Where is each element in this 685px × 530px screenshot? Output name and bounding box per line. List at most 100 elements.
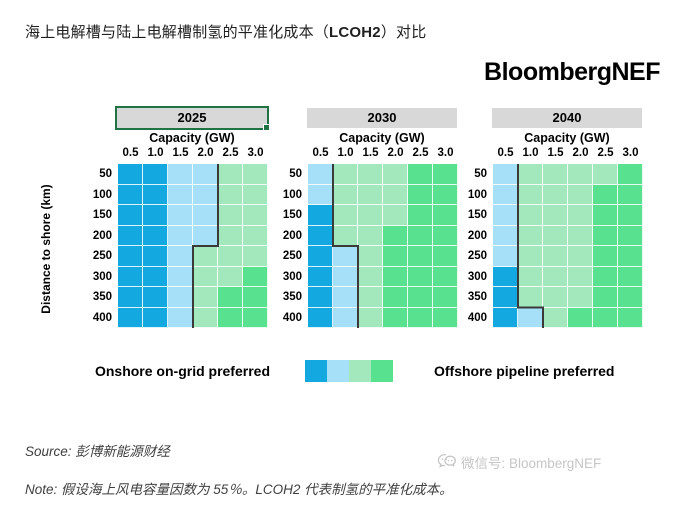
heatmap-2030	[308, 164, 458, 328]
y-tick-label: 100	[467, 188, 487, 201]
heatmap-cell	[308, 266, 333, 287]
heatmap-cell	[168, 307, 193, 328]
panel-2025: 2025 Capacity (GW) 0.5 1.0 1.5 2.0 2.5 3.0 50…	[84, 106, 270, 328]
heatmap-cell	[143, 246, 168, 267]
heatmap-cell	[593, 184, 618, 205]
heatmap-cell	[243, 225, 268, 246]
heatmap-cell	[433, 287, 458, 308]
heatmap-cell	[118, 307, 143, 328]
heatmap-grid	[118, 164, 268, 328]
year-tab-2040[interactable]: 2040	[492, 108, 642, 128]
heatmap-cell	[218, 164, 243, 185]
heatmap-cell	[543, 225, 568, 246]
heatmap-cell	[408, 246, 433, 267]
heatmap-cell	[308, 307, 333, 328]
heatmap-cell	[593, 307, 618, 328]
heatmap-cell	[308, 184, 333, 205]
bloombergnef-logo: BloombergNEF	[484, 58, 660, 86]
heatmap-cell	[383, 164, 408, 185]
year-tab-2030[interactable]: 2030	[307, 108, 457, 128]
heatmap-cell	[543, 164, 568, 185]
legend-swatch-mg	[371, 360, 393, 382]
heatmap-cell	[568, 164, 593, 185]
wechat-watermark: 微信号: BloombergNEF	[437, 452, 601, 472]
x-tick-labels: 0.5 1.0 1.5 2.0 2.5 3.0	[493, 147, 643, 163]
panel-2030: 2030 Capacity (GW) 0.5 1.0 1.5 2.0 2.5 3.0 50…	[274, 108, 458, 328]
x-tick-label: 1.5	[547, 147, 564, 159]
heatmap-cell	[193, 266, 218, 287]
year-tab-label: 2025	[177, 110, 207, 125]
heatmap-cell	[118, 225, 143, 246]
heatmap-cell	[618, 184, 643, 205]
heatmap-cell	[333, 266, 358, 287]
heatmap-cell	[433, 246, 458, 267]
heatmap-cell	[383, 266, 408, 287]
source-line: Source: 彭博新能源财经	[25, 440, 170, 460]
heatmap-cell	[168, 184, 193, 205]
y-tick-label: 200	[467, 229, 487, 242]
heatmap-cell	[618, 164, 643, 185]
x-tick-label: 2.0	[572, 147, 589, 159]
y-tick-label: 400	[92, 311, 112, 324]
heatmap-cell	[358, 225, 383, 246]
heatmap-cell	[408, 184, 433, 205]
heatmap-cell	[493, 307, 518, 328]
selection-handle[interactable]	[263, 124, 270, 131]
heatmap-cell	[218, 307, 243, 328]
year-tab-label: 2040	[552, 110, 582, 125]
heatmap-cell	[308, 246, 333, 267]
heatmap-cell	[568, 307, 593, 328]
heatmap-cell	[518, 225, 543, 246]
heatmap-cell	[518, 287, 543, 308]
heatmap-cell	[518, 184, 543, 205]
y-tick-label: 50	[289, 168, 302, 180]
heatmap-cell	[568, 266, 593, 287]
heatmap-cell	[518, 246, 543, 267]
heatmap-cell	[168, 246, 193, 267]
y-tick-label: 250	[92, 250, 112, 262]
heatmap-cell	[143, 307, 168, 328]
wechat-icon	[437, 453, 457, 471]
year-tab-label: 2030	[367, 110, 397, 125]
heatmap-cell	[518, 266, 543, 287]
heatmap-cell	[618, 266, 643, 287]
heatmap-grid	[308, 164, 458, 328]
heatmap-2040	[493, 164, 643, 328]
y-tick-label: 100	[282, 188, 302, 201]
year-tab-2025[interactable]: 2025	[115, 106, 270, 131]
y-tick-label: 50	[474, 168, 487, 180]
x-tick-label: 1.0	[522, 147, 539, 159]
heatmap-cell	[358, 287, 383, 308]
x-tick-label: 1.5	[172, 147, 189, 159]
heatmap-cell	[493, 266, 518, 287]
heatmap-cell	[408, 164, 433, 185]
heatmap-cell	[518, 307, 543, 328]
legend-swatch-lg	[349, 360, 371, 382]
x-tick-label: 2.5	[222, 147, 239, 159]
heatmap-cell	[143, 225, 168, 246]
heatmap-cell	[118, 164, 143, 185]
legend-swatch-db	[305, 360, 327, 382]
x-tick-label: 2.0	[387, 147, 404, 159]
heatmap-cell	[568, 205, 593, 226]
heatmap-cell	[408, 225, 433, 246]
note-text: 假设海上风电容量因数为 55％。LCOH2 代表制氢的平准化成本。	[61, 482, 453, 497]
y-tick-label: 300	[92, 270, 112, 283]
heatmap-cell	[333, 307, 358, 328]
y-tick-label: 150	[282, 209, 302, 221]
heatmap-cell	[193, 205, 218, 226]
y-tick-labels: 50 100 150 200 250 300 350 400	[84, 164, 118, 328]
heatmap-cell	[143, 266, 168, 287]
heatmap-cell	[383, 287, 408, 308]
legend-swatch-lb	[327, 360, 349, 382]
heatmap-cell	[593, 164, 618, 185]
heatmap-cell	[408, 266, 433, 287]
heatmap-cell	[218, 225, 243, 246]
heatmap-cell	[118, 205, 143, 226]
x-tick-label: 2.0	[197, 147, 214, 159]
heatmap-cell	[333, 205, 358, 226]
heatmap-cell	[358, 184, 383, 205]
heatmap-cell	[193, 287, 218, 308]
heatmap-cell	[433, 184, 458, 205]
